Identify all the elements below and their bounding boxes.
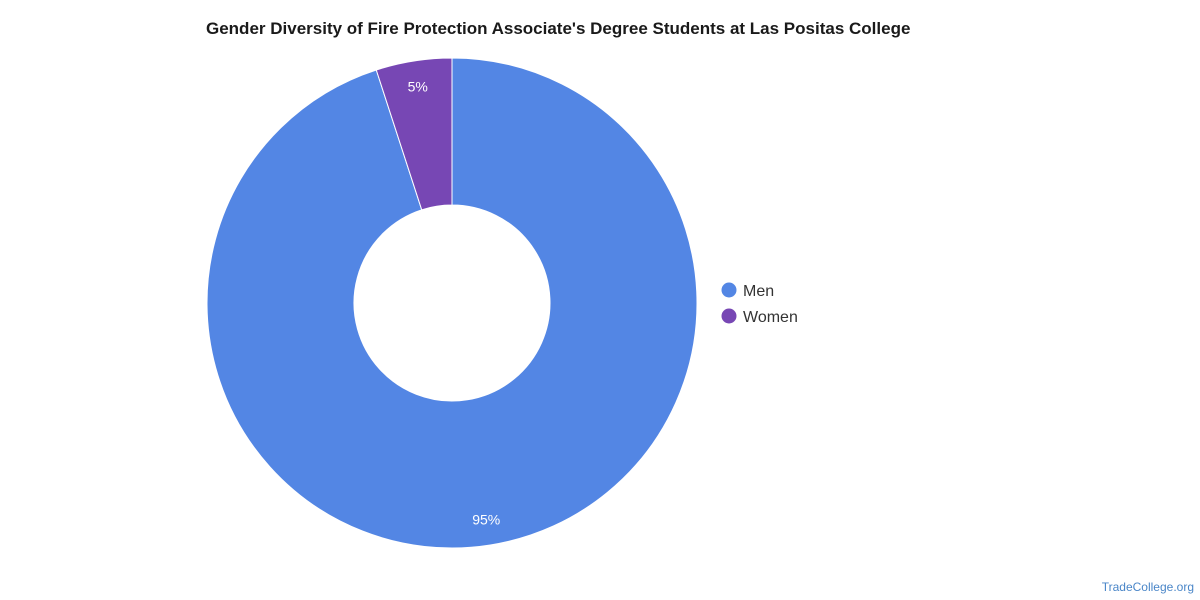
legend-swatch-men <box>721 282 737 298</box>
chart-title: Gender Diversity of Fire Protection Asso… <box>206 19 910 38</box>
data-label-men: 95% <box>472 511 500 527</box>
legend-label-men[interactable]: Men <box>743 283 774 300</box>
slice-men[interactable] <box>206 57 698 549</box>
slices-group <box>206 57 698 549</box>
credit-text[interactable]: TradeCollege.org <box>1102 580 1194 594</box>
legend-swatch-women <box>721 308 737 324</box>
slice-women[interactable] <box>375 57 453 211</box>
legend-label-women[interactable]: Women <box>743 309 798 326</box>
legend: Men Women <box>721 282 798 326</box>
data-labels-group: 95% 5% <box>408 79 501 528</box>
data-label-women: 5% <box>408 79 428 95</box>
